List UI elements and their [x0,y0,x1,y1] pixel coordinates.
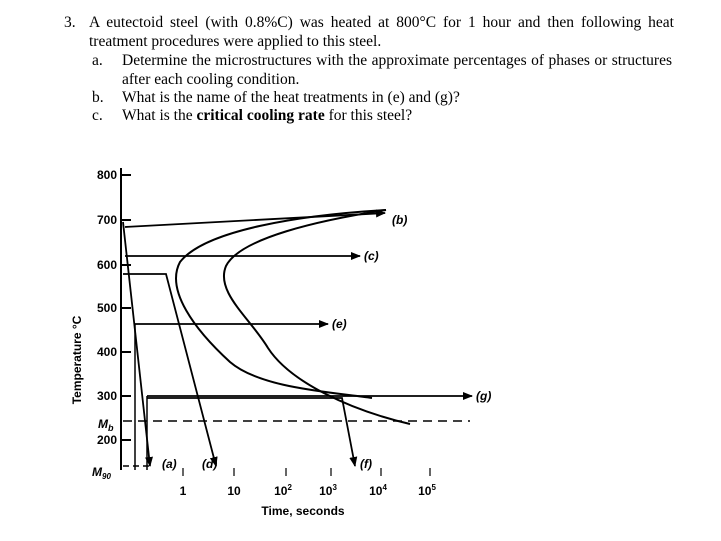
path-label-d: (d) [202,457,217,471]
ttt-start-curve [175,209,387,399]
y-tick-marks [121,174,131,441]
y-tick-label-600: 600 [97,258,117,272]
part-b-text: What is the name of the heat treatments … [122,89,460,106]
part-a-text: Determine the microstructures with the a… [122,52,672,88]
y-axis-title: Temperature °C [70,315,84,404]
mb-label: Mb [98,417,114,433]
y-tick-label-200: 200 [97,433,117,447]
path-label-c: (c) [364,249,379,263]
y-tick-label-500: 500 [97,301,117,315]
cooling-path-a [122,221,153,467]
part-b-letter: b. [92,89,104,106]
path-label-a: (a) [162,457,177,471]
mb-label-sub: b [108,423,114,433]
ttt-finish-curve [223,209,411,425]
x-axis-title: Time, seconds [261,504,344,518]
part-c-text-after: for this steel? [324,107,413,124]
y-tick-label-300: 300 [97,389,117,403]
y-tick-label-700: 700 [97,213,117,227]
question-part-b: b. What is the name of the heat treatmen… [92,89,672,108]
path-label-e: (e) [332,317,347,331]
question-number: 3. [64,14,76,31]
x-tick-label-100: 102 [274,483,292,498]
m90-label: M90 [92,465,111,481]
question-part-c: c. What is the critical cooling rate for… [92,107,672,126]
x-tick-label-1000: 103 [319,483,337,498]
part-c-text: What is the critical cooling rate for th… [122,107,412,126]
question-header: 3. A eutectoid steel (with 0.8%C) was he… [64,14,674,51]
x-tick-marks [182,468,431,476]
question-text: A eutectoid steel (with 0.8%C) was heate… [89,14,674,50]
part-c-letter: c. [92,107,103,124]
x-tick-label-10: 10 [227,484,241,498]
mb-label-main: M [98,417,109,431]
x-tick-label-1: 1 [180,484,187,498]
m90-label-main: M [92,465,103,479]
part-c-text-before: What is the [122,107,197,124]
question-part-a: a. Determine the microstructures with th… [92,52,672,89]
y-tick-label-400: 400 [97,345,117,359]
m90-label-sub: 90 [102,472,111,481]
path-label-f: (f) [360,457,372,471]
cooling-path-b [124,209,386,228]
path-label-b: (b) [392,213,407,227]
y-tick-label-800: 800 [97,168,117,182]
cooling-path-f [147,397,358,467]
x-tick-label-10000: 104 [369,483,387,498]
part-a-letter: a. [92,52,103,69]
x-tick-label-100000: 105 [418,483,436,498]
cooling-path-d [123,273,218,467]
path-label-g: (g) [476,389,491,403]
part-c-text-bold: critical cooling rate [196,107,325,124]
